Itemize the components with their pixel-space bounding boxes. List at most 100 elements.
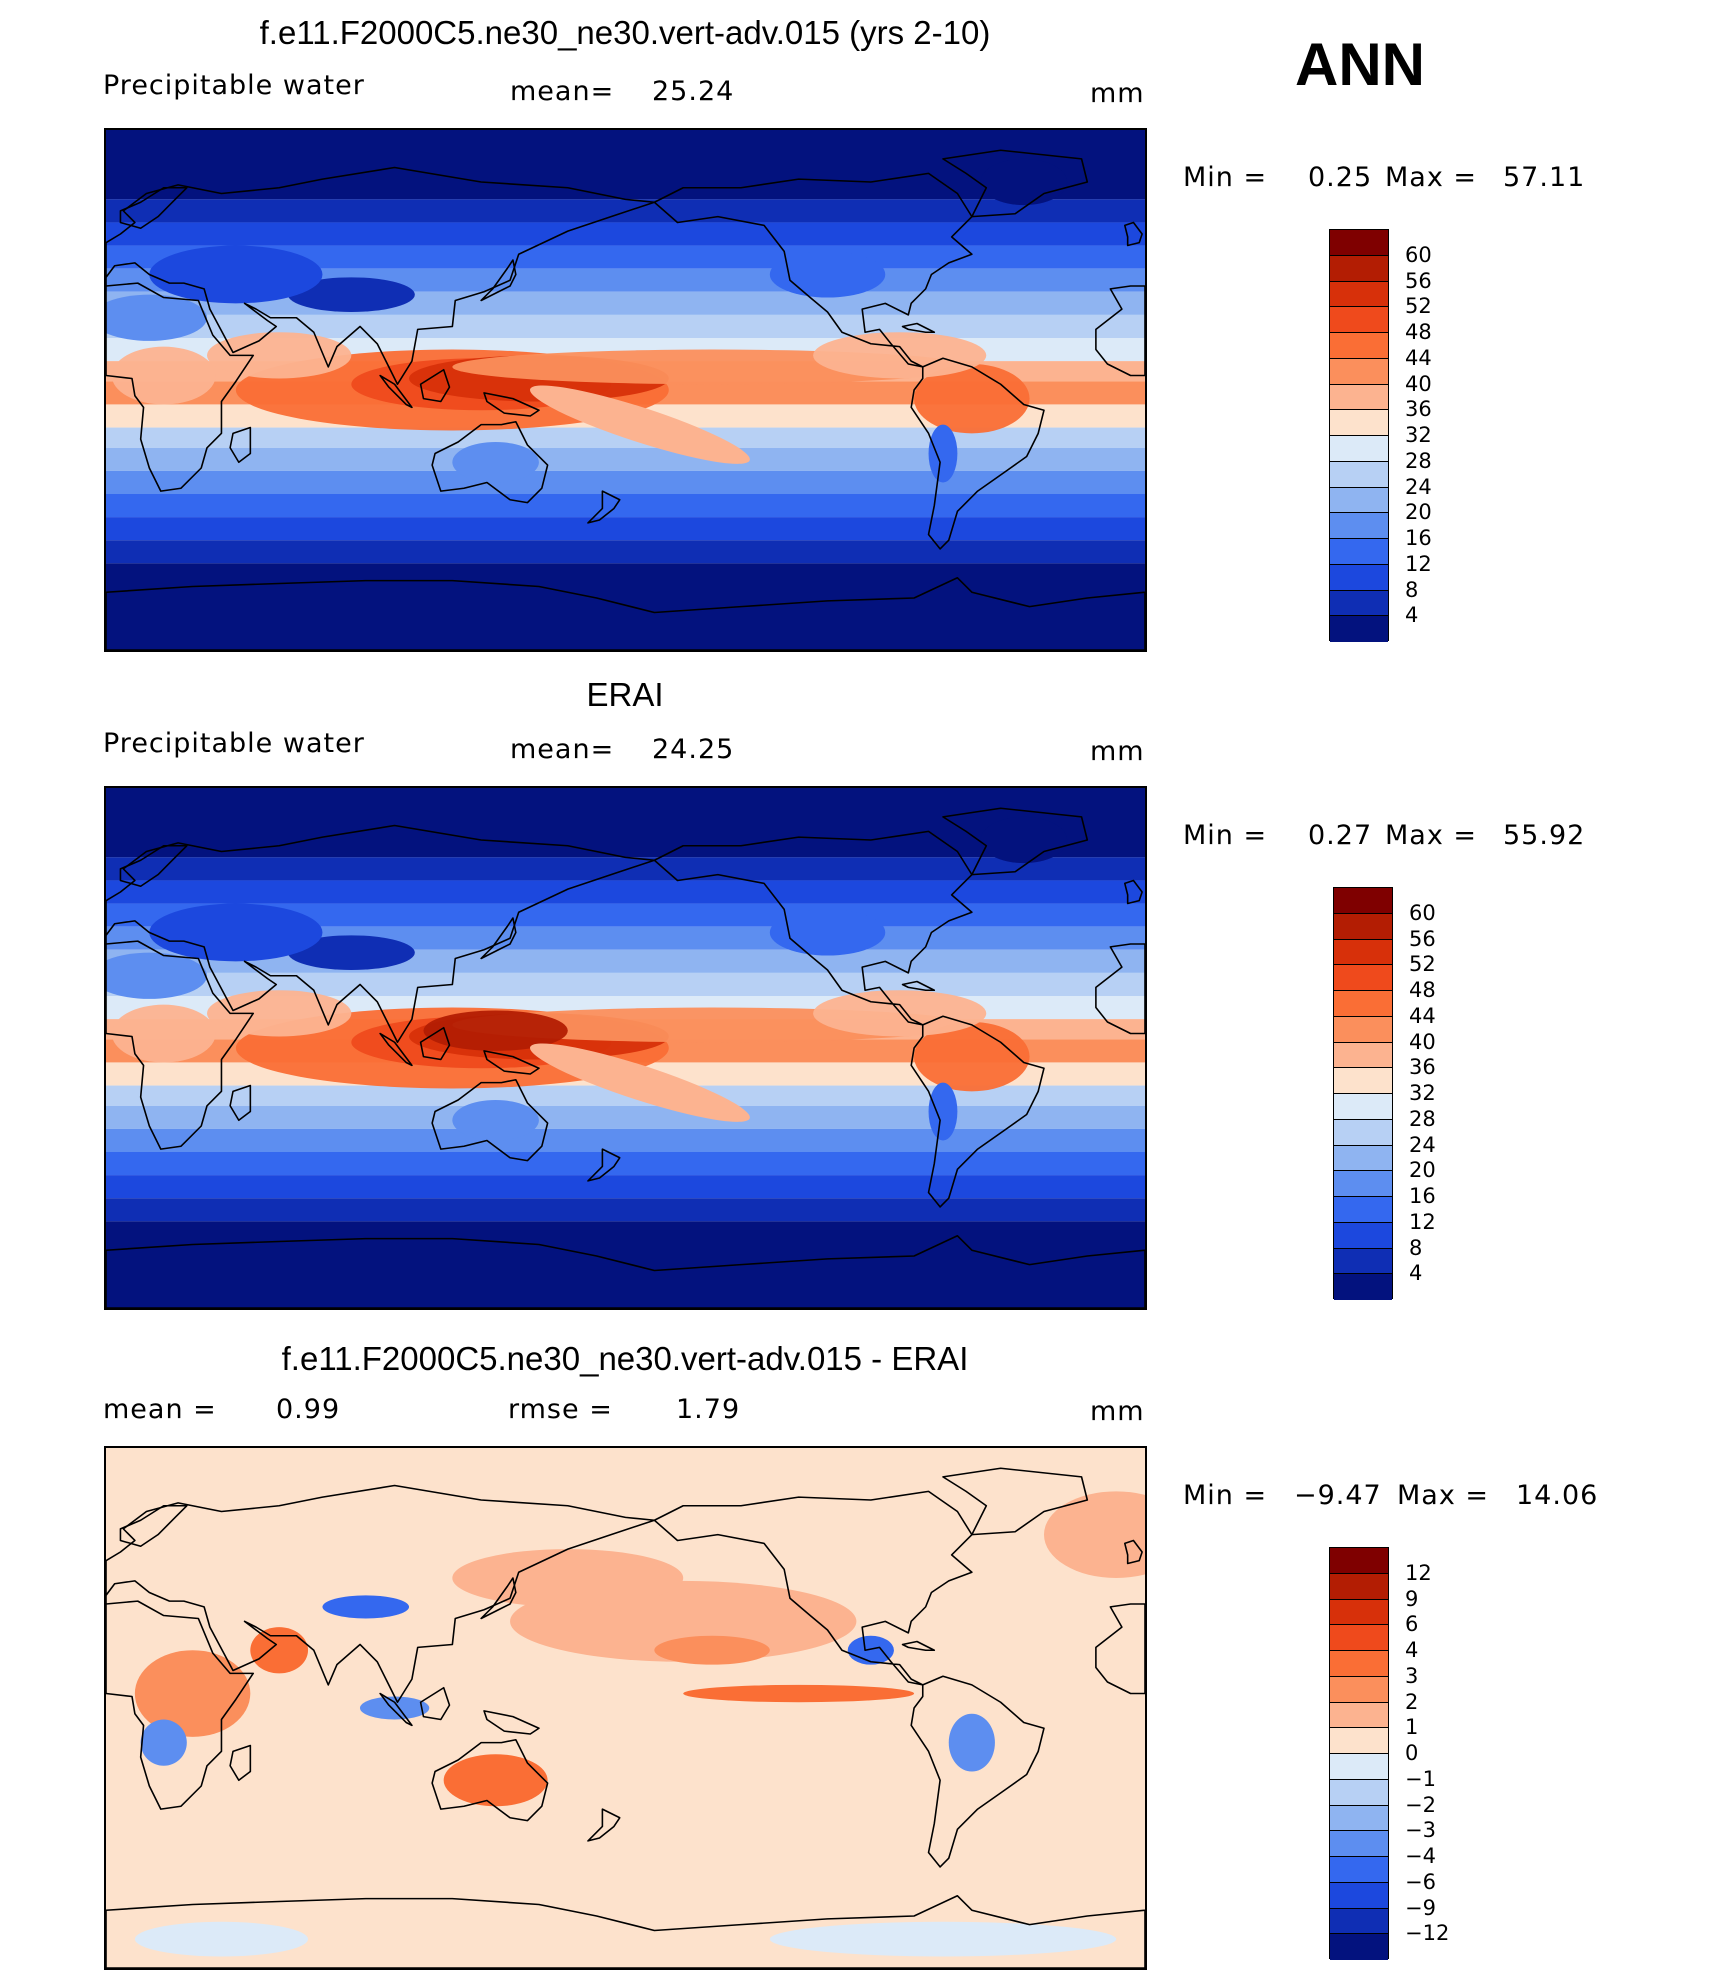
colorbar-swatch <box>1334 1145 1392 1172</box>
colorbar-tick-label: −6 <box>1405 1869 1436 1894</box>
colorbar-swatch <box>1330 1831 1388 1857</box>
panel-3-mean-value: 0.99 <box>276 1394 341 1425</box>
panel-3-min-label: Min = <box>1183 1480 1268 1511</box>
panel-1-max-value: 57.11 <box>1503 162 1586 193</box>
panel-2-variable-label: Precipitable water <box>103 728 365 759</box>
colorbar-swatch <box>1330 1908 1388 1935</box>
coastlines <box>106 807 1145 1308</box>
colorbar-tick-label: 52 <box>1405 294 1432 319</box>
colorbar-swatch <box>1330 487 1388 514</box>
colorbar-tick-label: 3 <box>1405 1663 1419 1688</box>
colorbar-swatch <box>1330 358 1388 385</box>
colorbar-swatch <box>1334 1068 1392 1094</box>
colorbar-swatch <box>1330 1573 1388 1600</box>
panel-2-colorbar <box>1333 887 1393 1300</box>
panel-3-colorbar <box>1329 1547 1389 1960</box>
colorbar-swatch <box>1330 1779 1388 1806</box>
colorbar-tick-label: 60 <box>1405 242 1432 267</box>
colorbar-swatch <box>1330 1805 1388 1832</box>
panel-3-max-label: Max = <box>1397 1480 1490 1511</box>
colorbar-swatch <box>1330 1702 1388 1729</box>
colorbar-tick-label: 8 <box>1409 1235 1423 1260</box>
colorbar-swatch <box>1334 1016 1392 1043</box>
colorbar-swatch <box>1330 539 1388 565</box>
colorbar-tick-label: 44 <box>1405 345 1432 370</box>
colorbar-swatch <box>1330 384 1388 411</box>
panel-1-mean-value: 25.24 <box>652 76 735 107</box>
colorbar-tick-label: 24 <box>1409 1132 1436 1157</box>
colorbar-swatch <box>1334 888 1392 914</box>
colorbar-tick-label: 12 <box>1405 551 1432 576</box>
colorbar-tick-label: 1 <box>1405 1715 1419 1740</box>
colorbar-tick-label: 4 <box>1405 603 1419 628</box>
panel-1-min-value: 0.25 <box>1308 162 1373 193</box>
panel-3-title: f.e11.F2000C5.ne30_ne30.vert-adv.015 - E… <box>281 1340 969 1377</box>
colorbar-swatch <box>1330 255 1388 282</box>
colorbar-tick-label: 28 <box>1409 1106 1436 1131</box>
panel-2-min-value: 0.27 <box>1308 820 1373 851</box>
panel-1-map <box>104 128 1147 652</box>
colorbar-swatch <box>1330 230 1388 256</box>
colorbar-tick-label: 52 <box>1409 952 1436 977</box>
colorbar-swatch <box>1330 1882 1388 1909</box>
panel-2-mean-value: 24.25 <box>652 734 735 765</box>
panel-3-rmse-label: rmse = <box>508 1394 613 1425</box>
colorbar-swatch <box>1330 461 1388 488</box>
colorbar-swatch <box>1334 1197 1392 1223</box>
colorbar-swatch <box>1334 1094 1392 1120</box>
colorbar-swatch <box>1330 1599 1388 1626</box>
colorbar-swatch <box>1330 436 1388 462</box>
panel-3-map <box>104 1446 1147 1970</box>
colorbar-tick-label: −1 <box>1405 1766 1436 1791</box>
colorbar-tick-label: −2 <box>1405 1792 1436 1817</box>
panel-1-min-label: Min = <box>1183 162 1268 193</box>
panel-2-mean-label: mean= <box>510 734 615 765</box>
colorbar-tick-label: 48 <box>1409 978 1436 1002</box>
panel-2-units: mm <box>1090 736 1145 767</box>
coastlines <box>106 149 1145 650</box>
panel-3-units: mm <box>1090 1396 1145 1427</box>
colorbar-tick-label: 9 <box>1405 1586 1419 1611</box>
colorbar-tick-label: 16 <box>1409 1184 1436 1208</box>
panel-1-colorbar <box>1329 229 1389 642</box>
colorbar-tick-label: 4 <box>1409 1261 1423 1286</box>
colorbar-tick-label: −12 <box>1405 1921 1450 1946</box>
panel-2-title: ERAI <box>586 676 664 713</box>
colorbar-tick-label: 40 <box>1409 1029 1436 1054</box>
colorbar-tick-label: 32 <box>1405 423 1432 447</box>
panel-3-rmse-value: 1.79 <box>676 1394 741 1425</box>
colorbar-tick-label: 40 <box>1405 371 1432 396</box>
colorbar-swatch <box>1330 1754 1388 1780</box>
colorbar-swatch <box>1330 1651 1388 1677</box>
colorbar-tick-label: 36 <box>1409 1055 1436 1080</box>
colorbar-tick-label: −3 <box>1405 1818 1436 1843</box>
panel-1-units: mm <box>1090 78 1145 109</box>
colorbar-swatch <box>1330 1728 1388 1754</box>
panel-1-variable-label: Precipitable water <box>103 70 365 101</box>
colorbar-tick-label: 2 <box>1405 1689 1419 1714</box>
colorbar-tick-label: 0 <box>1405 1741 1419 1765</box>
colorbar-tick-label: −4 <box>1405 1844 1436 1868</box>
panel-2-max-value: 55.92 <box>1503 820 1586 851</box>
colorbar-swatch <box>1334 965 1392 991</box>
colorbar-tick-label: 32 <box>1409 1081 1436 1105</box>
panel-2-map <box>104 786 1147 1310</box>
colorbar-swatch <box>1330 616 1388 642</box>
colorbar-swatch <box>1334 1222 1392 1249</box>
colorbar-tick-label: 28 <box>1405 448 1432 473</box>
colorbar-swatch <box>1334 1119 1392 1146</box>
colorbar-tick-label: 44 <box>1409 1003 1436 1028</box>
colorbar-tick-label: 48 <box>1405 320 1432 344</box>
colorbar-tick-label: 6 <box>1405 1612 1419 1637</box>
colorbar-swatch <box>1330 513 1388 539</box>
colorbar-tick-label: 8 <box>1405 577 1419 602</box>
colorbar-swatch <box>1334 1274 1392 1300</box>
colorbar-swatch <box>1330 1676 1388 1703</box>
colorbar-tick-label: 24 <box>1405 474 1432 499</box>
colorbar-tick-label: 56 <box>1409 926 1436 951</box>
colorbar-swatch <box>1334 991 1392 1017</box>
coastlines <box>106 1467 1145 1968</box>
colorbar-tick-label: 36 <box>1405 397 1432 422</box>
colorbar-swatch <box>1330 1934 1388 1960</box>
panel-2-min-label: Min = <box>1183 820 1268 851</box>
